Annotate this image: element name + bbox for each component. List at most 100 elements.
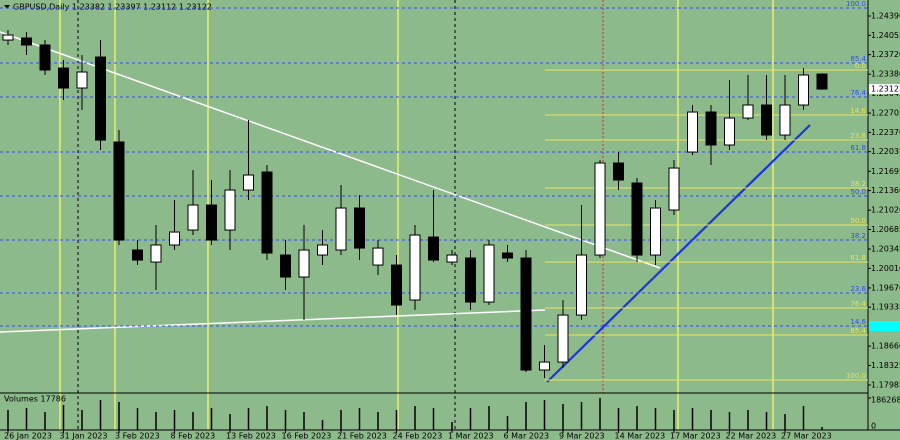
candle-body [594, 162, 606, 256]
x-tick-label: 1 Mar 2023 [448, 432, 494, 440]
candle-body [335, 207, 347, 251]
trend-line [0, 31, 661, 269]
candle-body [483, 244, 495, 303]
y-tick-label: 1.23720 [871, 50, 900, 59]
y-tick-label: 1.18325 [871, 361, 900, 370]
menu-icon [4, 5, 10, 9]
y-tick-label: 1.22370 [871, 128, 900, 137]
volume-title: Volumes 17786 [4, 395, 66, 404]
candle-body [2, 34, 14, 41]
candle-body [169, 231, 180, 246]
candle-body [557, 314, 569, 363]
candle-body [687, 111, 698, 153]
candle-body [742, 104, 754, 119]
candle-body [650, 207, 661, 256]
x-tick-label: 27 Mar 2023 [781, 432, 832, 440]
y-tick-label: 1.21020 [871, 206, 900, 215]
candle-body [798, 74, 809, 106]
y-tick-label: 1.17985 [871, 380, 900, 389]
candle-body [187, 204, 199, 231]
candle-body [372, 247, 384, 266]
level-highlight [869, 321, 900, 331]
volume-tick-label: 0 [871, 422, 876, 431]
candle-body [668, 167, 680, 211]
y-tick-label: 1.24390 [871, 12, 900, 21]
trend-line [546, 124, 811, 383]
x-tick-label: 14 Mar 2023 [615, 432, 666, 440]
y-tick-label: 1.20010 [871, 264, 900, 273]
fib-label: 85.4 [850, 55, 866, 63]
fib-label: 61.8 [850, 144, 866, 152]
fib-label: 38.2 [850, 232, 866, 240]
candle-body [539, 361, 550, 371]
x-tick-label: 16 Feb 2023 [282, 432, 332, 440]
y-tick-label: 1.23380 [871, 70, 900, 79]
candle-body [206, 204, 217, 241]
y-tick-label: 1.21695 [871, 167, 900, 176]
candle-body [113, 141, 125, 241]
x-tick-label: 21 Feb 2023 [337, 432, 387, 440]
y-tick-label: 1.24055 [871, 31, 900, 40]
y-tick-label: 1.19670 [871, 283, 900, 292]
x-tick-label: 6 Mar 2023 [504, 432, 550, 440]
drawing-objects [0, 0, 811, 430]
candle-body [502, 252, 513, 259]
candle-body [724, 117, 735, 146]
x-tick-label: 9 Mar 2023 [559, 432, 605, 440]
candle-body [132, 249, 143, 261]
candle-body [354, 207, 365, 249]
fib-label: 61.8 [850, 254, 866, 262]
candle-body [243, 174, 254, 191]
candle-body [816, 73, 828, 90]
x-tick-label: 24 Feb 2023 [393, 432, 443, 440]
y-tick-label: 1.22705 [871, 109, 900, 118]
candle-body [280, 254, 291, 278]
fib-label: 100.0 [846, 372, 866, 380]
candle-body [317, 244, 328, 256]
fib-label: 85.4 [850, 327, 866, 335]
candle-body [428, 236, 439, 261]
fib-label: 23.6 [850, 132, 866, 140]
volume-tick-label: 186268 [871, 395, 900, 404]
fib-label: 14.6 [850, 318, 866, 326]
x-tick-label: 22 Mar 2023 [726, 432, 777, 440]
candle-body [150, 244, 162, 263]
fib-label: 50.0 [850, 217, 866, 225]
y-tick-label: 1.20685 [871, 225, 900, 234]
fib-label: 50.0 [850, 188, 866, 196]
fib-label: 76.4 [850, 300, 866, 308]
candle-body [520, 257, 532, 371]
x-tick-label: 13 Feb 2023 [226, 432, 276, 440]
candle-body [261, 171, 273, 254]
candle-body [298, 249, 310, 278]
fib-label: 38.2 [850, 180, 866, 188]
y-tick-label: 1.20345 [871, 245, 900, 254]
candle-body [705, 111, 717, 146]
fib-label: 23.6 [850, 285, 866, 293]
candle-body [391, 264, 402, 306]
candle-body [76, 71, 88, 89]
x-tick-label: 26 Jan 2023 [4, 432, 52, 440]
price-tag [869, 84, 900, 95]
candle-body [446, 254, 458, 263]
candle-body [95, 56, 106, 141]
fib-label: 100.0 [846, 0, 866, 8]
candle-body [631, 182, 643, 256]
y-tick-label: 1.19335 [871, 303, 900, 312]
trend-line [0, 309, 546, 333]
fib-label: 76.4 [850, 89, 866, 97]
candle-body [761, 104, 772, 136]
y-tick-label: 1.21360 [871, 186, 900, 195]
candle-body [576, 254, 587, 316]
x-tick-label: 3 Feb 2023 [115, 432, 160, 440]
x-tick-label: 8 Feb 2023 [171, 432, 216, 440]
candle-body [58, 67, 69, 89]
candle-body [465, 257, 476, 303]
candle-body [779, 104, 791, 136]
candle-body [39, 44, 51, 71]
fib-label: 0.0 [855, 62, 866, 70]
price-tag-label: 1.23122 [871, 85, 900, 94]
fib-label: 14.6 [850, 107, 866, 115]
